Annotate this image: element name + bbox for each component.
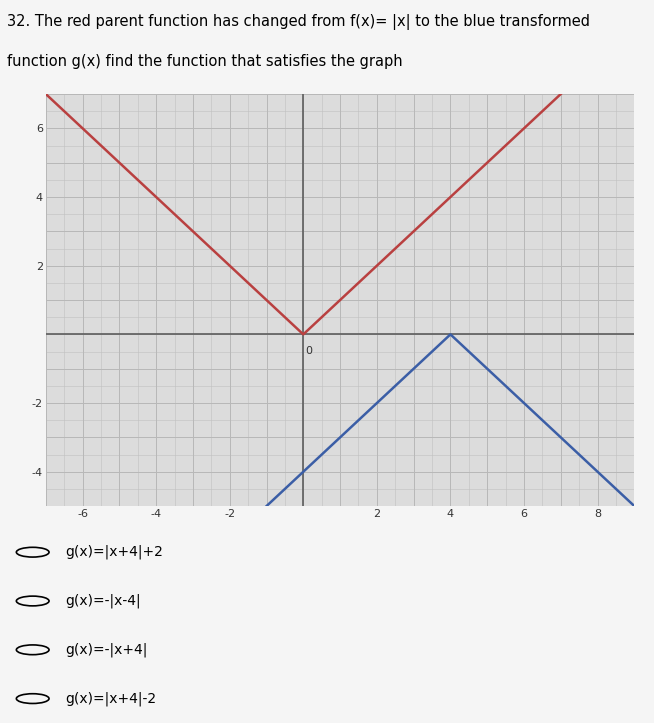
Text: g(x)=|x+4|+2: g(x)=|x+4|+2 xyxy=(65,545,164,560)
Text: function g(x) find the function that satisfies the graph: function g(x) find the function that sat… xyxy=(7,54,402,69)
Text: g(x)=|x+4|-2: g(x)=|x+4|-2 xyxy=(65,691,156,706)
Text: 0: 0 xyxy=(305,346,313,356)
Text: g(x)=-|x+4|: g(x)=-|x+4| xyxy=(65,643,148,657)
Text: 32. The red parent function has changed from f(x)= |x| to the blue transformed: 32. The red parent function has changed … xyxy=(7,14,589,30)
Text: g(x)=-|x-4|: g(x)=-|x-4| xyxy=(65,594,141,608)
